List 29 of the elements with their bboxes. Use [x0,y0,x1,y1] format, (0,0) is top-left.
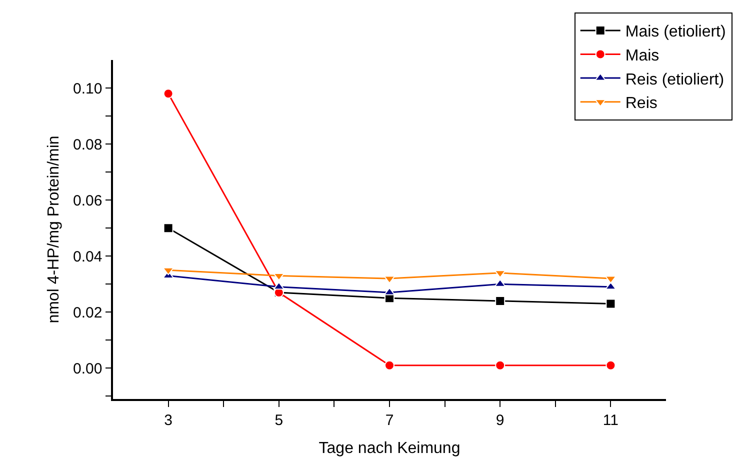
x-tick-label: 3 [164,412,172,429]
y-tick-label: 0.08 [73,136,102,154]
point [605,276,616,284]
y-tick-label: 0.02 [73,304,102,322]
x-tick-label: 7 [385,412,394,429]
point [606,360,616,370]
x-axis-title: Tage nach Keimung [318,440,460,457]
point [163,88,174,99]
x-tick-label: 11 [602,412,618,429]
point [273,282,285,290]
y-axis-title: nmol 4-HP/mg Protein/min [45,136,62,324]
legend-label: Mais [625,47,660,64]
x-tick-label: 9 [496,412,504,429]
point [384,276,396,284]
legend-label: Mais (etioliert) [625,24,726,41]
point [162,267,174,276]
point [606,298,616,309]
y-tick-label: 0.10 [73,80,102,98]
y-tick-label: 0.00 [73,360,102,378]
point [163,223,174,234]
point [273,272,285,281]
x-tick-label: 5 [274,412,284,429]
point [495,296,506,306]
y-tick-label: 0.06 [73,192,102,210]
legend-label: Reis [625,95,658,112]
legend-label: Reis (etioliert) [625,71,724,88]
point [495,360,506,370]
y-tick-label: 0.04 [73,248,102,266]
point [384,360,394,370]
